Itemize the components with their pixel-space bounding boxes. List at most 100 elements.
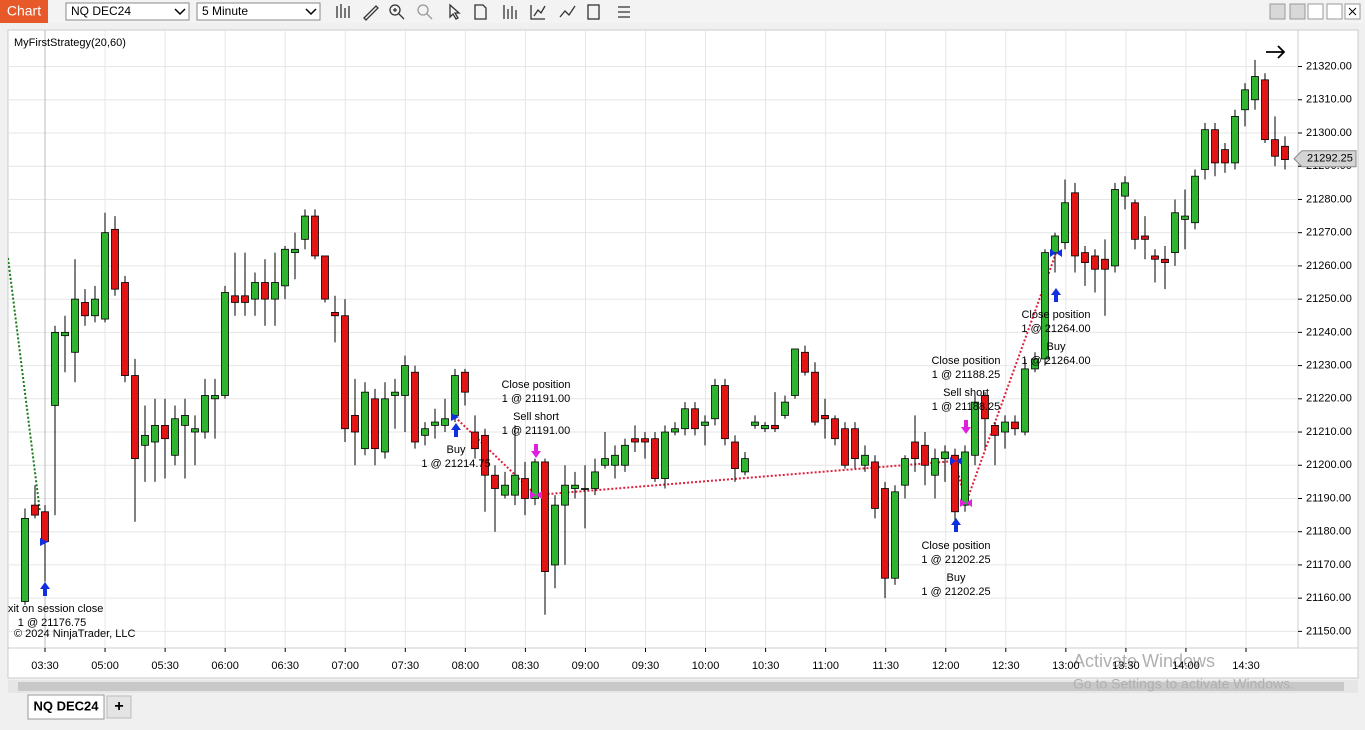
candle-body <box>441 418 449 426</box>
candle-body <box>821 415 829 420</box>
candle-body <box>81 302 89 317</box>
tab-label[interactable]: NQ DEC24 <box>33 698 99 713</box>
candle-body <box>1161 258 1169 263</box>
candle-body <box>341 315 349 430</box>
candle-body <box>561 484 569 506</box>
window-buttons[interactable] <box>1269 3 1361 20</box>
candle-body <box>331 312 339 317</box>
candle-body <box>1111 189 1119 267</box>
plot: Exit on session close 1 @ 21176.75 Buy 1 @ … <box>8 30 1298 648</box>
watermark-subtitle: Go to Settings to activate Windows. <box>1073 676 1294 692</box>
candle-body <box>961 451 969 506</box>
candle-body <box>221 292 229 396</box>
execution-detail: 1 @ 21188.25 <box>932 401 1000 413</box>
candle-body <box>381 398 389 453</box>
candle-body <box>701 421 709 426</box>
candle-body <box>141 434 149 446</box>
execution-detail: 1 @ 21214.75 <box>421 458 490 470</box>
candle-body <box>931 458 939 476</box>
candle-body <box>1151 255 1159 260</box>
execution-label: Sell short <box>943 387 989 399</box>
execution-detail: 1 @ 21191.00 <box>502 393 570 405</box>
candle-body <box>61 331 69 337</box>
x-tick-label: 09:30 <box>632 660 660 672</box>
candle-body <box>1051 235 1059 254</box>
candle-body <box>201 395 209 433</box>
candle-body <box>1021 368 1029 433</box>
candle-body <box>261 282 269 300</box>
execution-detail: 1 @ 21202.25 <box>921 586 990 598</box>
add-tab-label[interactable]: + <box>114 698 123 715</box>
execution-detail: 1 @ 21176.75 <box>18 617 86 629</box>
candle-body <box>1041 252 1049 360</box>
candle-body <box>1201 129 1209 170</box>
interval-select[interactable] <box>196 2 321 21</box>
candle-body <box>661 431 669 479</box>
scroll-to-end[interactable] <box>1266 45 1286 59</box>
candle-body <box>21 518 29 602</box>
add-tab[interactable] <box>106 695 132 719</box>
candle-body <box>731 441 739 469</box>
candle-body <box>621 444 629 466</box>
candle-body <box>721 385 729 440</box>
candle-body <box>461 371 469 393</box>
candle-body <box>671 428 679 433</box>
buy-arrow <box>40 582 50 596</box>
app-label-bg[interactable] <box>0 0 48 23</box>
candle-body <box>761 424 769 430</box>
candle-body <box>161 424 169 440</box>
candle-body <box>391 391 399 396</box>
trade-line <box>8 257 41 513</box>
y-tick-label: 21260.00 <box>1306 260 1352 272</box>
instrument-text[interactable]: NQ DEC24 <box>71 4 131 18</box>
candle-body <box>1231 115 1239 164</box>
x-tick-label: 12:00 <box>932 660 960 672</box>
candle-body <box>1251 76 1259 101</box>
toolbar-icons[interactable] <box>336 3 630 21</box>
y-tick-label: 21250.00 <box>1306 293 1352 305</box>
candle-body <box>851 428 859 460</box>
last-price-box <box>1293 150 1357 168</box>
candle-body <box>131 375 139 460</box>
last-price-label: 21292.25 <box>1307 153 1353 165</box>
x-tick-label: 14:30 <box>1232 660 1260 672</box>
y-tick-label: 21210.00 <box>1306 426 1352 438</box>
candle-body <box>751 421 759 426</box>
interval-text[interactable]: 5 Minute <box>202 4 248 18</box>
candle-body <box>1261 79 1269 141</box>
y-tick-label: 21220.00 <box>1306 393 1352 405</box>
candle-body <box>711 385 719 420</box>
y-tick-label: 21310.00 <box>1306 94 1352 106</box>
x-tick-label: 07:30 <box>392 660 420 672</box>
candle-body <box>1141 235 1149 240</box>
scroll-thumb[interactable] <box>18 682 1344 691</box>
candle-body <box>861 454 869 466</box>
candle-body <box>71 298 79 353</box>
y-tick-label: 21270.00 <box>1306 227 1352 239</box>
instrument-select[interactable] <box>65 2 190 21</box>
candle-body <box>1101 258 1109 270</box>
fill-marker <box>960 499 972 507</box>
tab[interactable] <box>27 694 105 720</box>
y-tick-label: 21190.00 <box>1306 492 1351 504</box>
candle-body <box>991 424 999 436</box>
x-tick-label: 11:30 <box>872 660 899 672</box>
y-tick-label: 21180.00 <box>1306 526 1351 538</box>
candle-body <box>1091 255 1099 270</box>
y-tick-label: 21320.00 <box>1306 60 1352 72</box>
candle-body <box>551 504 559 566</box>
candle-body <box>881 488 889 579</box>
candle-body <box>541 461 549 572</box>
fill-marker <box>950 457 962 465</box>
plot-area <box>7 29 1299 649</box>
app-label[interactable]: Chart <box>7 3 41 19</box>
candle-body <box>471 431 479 450</box>
candle-body <box>831 418 839 440</box>
fill-marker <box>451 413 459 421</box>
execution-label: Close position <box>921 540 990 552</box>
candle-body <box>51 331 59 406</box>
execution-label: Close position <box>1021 309 1090 321</box>
candle-body <box>361 391 369 450</box>
candle-body <box>971 401 979 456</box>
